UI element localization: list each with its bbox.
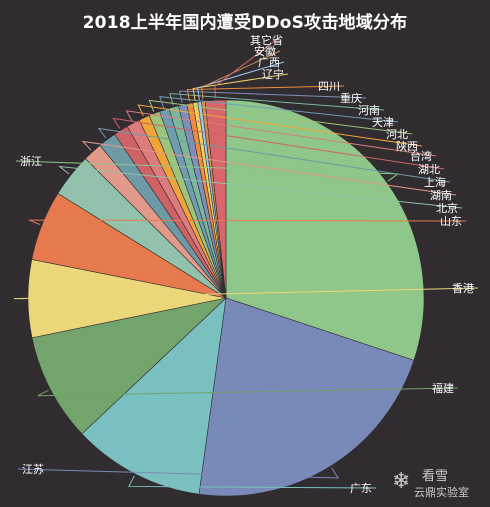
slice-label-8: 湖南 <box>430 189 452 202</box>
slice-label-14: 天津 <box>372 116 394 129</box>
slice-label-9: 上海 <box>424 175 446 189</box>
pie-slice-2 <box>198 297 415 497</box>
slice-label-17: 四川 <box>318 80 340 93</box>
slice-label-3: 广东 <box>350 482 372 495</box>
leader-lines <box>13 39 479 489</box>
pie-slice-1 <box>225 99 425 361</box>
slice-label-11: 台湾 <box>410 149 432 163</box>
leader-line-17 <box>186 85 345 102</box>
slice-label-19: 广西 <box>258 56 280 69</box>
watermark-text-top: 看雪 <box>422 469 449 484</box>
leader-line-18 <box>192 73 289 101</box>
pie-slices <box>27 99 425 497</box>
leader-line-8 <box>81 140 457 196</box>
slice-label-21: 其它省 <box>250 33 283 47</box>
leader-line-12 <box>137 104 423 147</box>
watermark-text-bottom: 云鼎实验室 <box>414 486 469 499</box>
leader-line-3 <box>128 475 377 489</box>
watermark: ❄ 看雪 云鼎实验室 <box>392 463 482 501</box>
slice-label-20: 安徽 <box>254 44 276 58</box>
leader-line-13 <box>148 99 413 135</box>
slice-label-4: 福建 <box>432 381 454 395</box>
chart-title: 2018上半年国内遭受DDoS攻击地域分布 <box>82 13 408 33</box>
leader-line-15 <box>169 92 385 111</box>
leader-line-19 <box>197 61 285 100</box>
slice-label-10: 湖北 <box>418 163 440 176</box>
leader-line-5 <box>13 287 479 300</box>
slice-label-18: 辽宁 <box>262 67 284 81</box>
leader-line-6 <box>28 219 467 225</box>
leader-line-11 <box>125 110 437 157</box>
slice-label-2: 江苏 <box>22 463 44 476</box>
pie-slice-4 <box>31 297 227 435</box>
slice-label-7: 北京 <box>436 201 458 215</box>
slice-label-6: 山东 <box>440 215 462 228</box>
pie-slice-3 <box>81 297 227 495</box>
leader-line-7 <box>58 165 463 209</box>
leader-line-10 <box>112 117 445 170</box>
slice-label-16: 重庆 <box>340 91 362 105</box>
snowflake-icon: ❄ <box>392 469 411 494</box>
slice-label-15: 河南 <box>358 104 380 117</box>
slice-label-5: 香港 <box>452 282 474 295</box>
leader-line-16 <box>178 90 367 103</box>
leader-line-4 <box>37 387 459 397</box>
leader-line-20 <box>201 50 281 100</box>
leader-line-2 <box>17 467 339 479</box>
slice-label-13: 河北 <box>386 128 408 141</box>
leader-line-21 <box>214 39 277 99</box>
slice-label-12: 陕西 <box>396 139 418 153</box>
leader-line-14 <box>159 96 399 123</box>
leader-line-9 <box>97 127 451 183</box>
slice-label-1: 浙江 <box>20 155 42 168</box>
